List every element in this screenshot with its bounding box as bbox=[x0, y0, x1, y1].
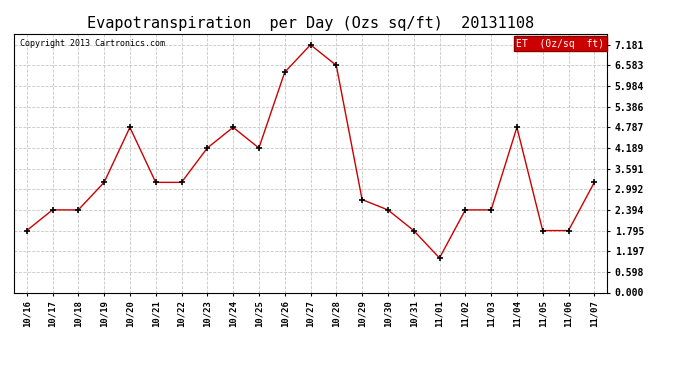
Text: ET  (0z/sq  ft): ET (0z/sq ft) bbox=[516, 39, 604, 49]
Text: Copyright 2013 Cartronics.com: Copyright 2013 Cartronics.com bbox=[20, 39, 165, 48]
Title: Evapotranspiration  per Day (Ozs sq/ft)  20131108: Evapotranspiration per Day (Ozs sq/ft) 2… bbox=[87, 16, 534, 31]
